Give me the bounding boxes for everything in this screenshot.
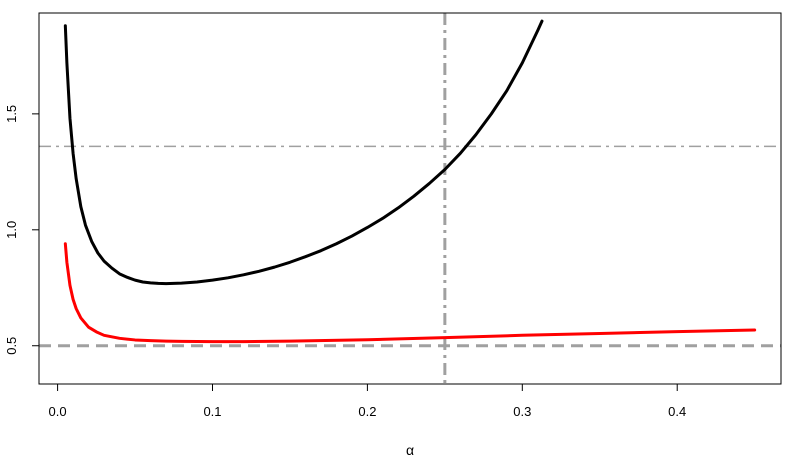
x-tick-label: 0.1 xyxy=(203,404,221,419)
y-tick-label: 1.0 xyxy=(4,221,19,239)
series-layer xyxy=(63,19,757,344)
y-tick-label: 0.5 xyxy=(4,337,19,355)
reference-lines xyxy=(39,13,781,384)
x-axis-title: α xyxy=(406,442,414,458)
x-tick-label: 0.3 xyxy=(513,404,531,419)
x-tick-label: 0.2 xyxy=(358,404,376,419)
x-tick-label: 0.4 xyxy=(668,404,686,419)
y-axis: 0.5 1.0 1.5 xyxy=(4,105,40,355)
x-tick-label: 0.0 xyxy=(49,404,67,419)
series-line-0 xyxy=(63,19,544,286)
x-axis: 0.0 0.1 0.2 0.3 0.4 xyxy=(49,383,686,419)
series-line-1 xyxy=(63,242,757,344)
y-tick-label: 1.5 xyxy=(4,105,19,123)
